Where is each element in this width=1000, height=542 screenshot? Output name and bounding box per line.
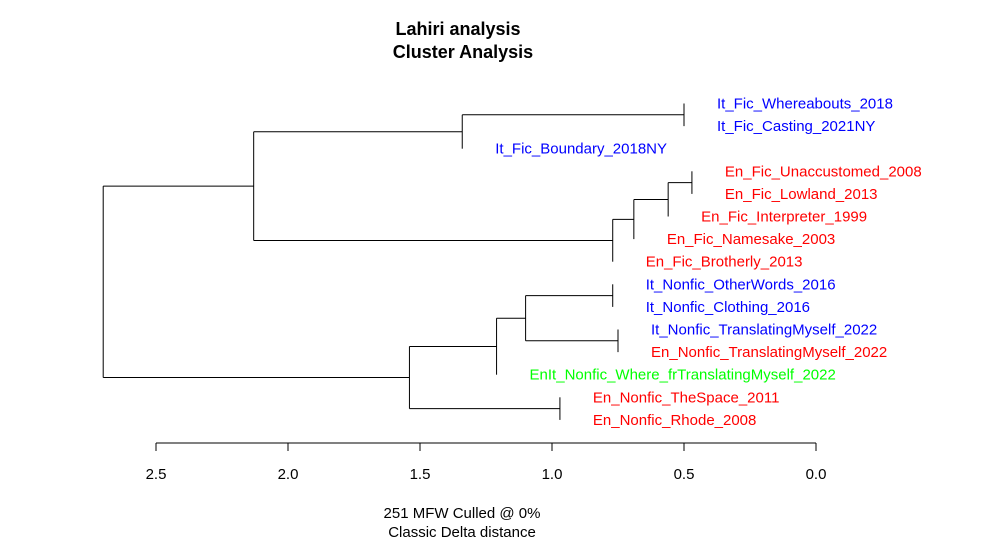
distance-axis: 2.5 2.0 1.5 1.0 0.5 0.0 [146,442,827,483]
axis-tick-label: 1.5 [410,466,431,483]
leaf-label: En_Fic_Interpreter_1999 [701,209,867,226]
axis-tick-label: 0.5 [674,466,695,483]
leaf-label: En_Fic_Brotherly_2013 [646,254,803,271]
axis-tick-label: 2.5 [146,466,167,483]
leaf-labels: It_Fic_Whereabouts_2018 It_Fic_Casting_20… [495,96,921,429]
leaf-label: EnIt_Nonfic_Where_frTranslatingMyself_20… [530,367,836,384]
axis-tick-label: 1.0 [542,466,563,483]
axis-tick-label: 2.0 [278,466,299,483]
leaf-label: En_Nonfic_TranslatingMyself_2022 [651,344,887,361]
leaf-label: En_Fic_Unaccustomed_2008 [725,163,922,180]
chart-title-line1: Lahiri analysis [395,19,520,39]
leaf-label: It_Nonfic_OtherWords_2016 [646,276,836,293]
leaf-label: En_Fic_Lowland_2013 [725,186,878,203]
chart-subtitle-line1: 251 MFW Culled @ 0% [384,505,541,522]
leaf-label: En_Nonfic_Rhode_2008 [593,412,756,429]
leaf-label: It_Fic_Casting_2021NY [717,118,875,135]
axis-tick-label: 0.0 [806,466,827,483]
leaf-label: En_Nonfic_TheSpace_2011 [593,389,780,406]
chart-title-line2: Cluster Analysis [393,42,533,62]
leaf-label: It_Nonfic_Clothing_2016 [646,299,810,316]
chart-subtitle-line2: Classic Delta distance [388,524,536,541]
leaf-label: It_Fic_Whereabouts_2018 [717,96,893,113]
dendrogram-branches [102,103,693,420]
leaf-label: En_Fic_Namesake_2003 [667,231,835,248]
leaf-label: It_Fic_Boundary_2018NY [495,141,667,158]
leaf-label: It_Nonfic_TranslatingMyself_2022 [651,322,877,339]
